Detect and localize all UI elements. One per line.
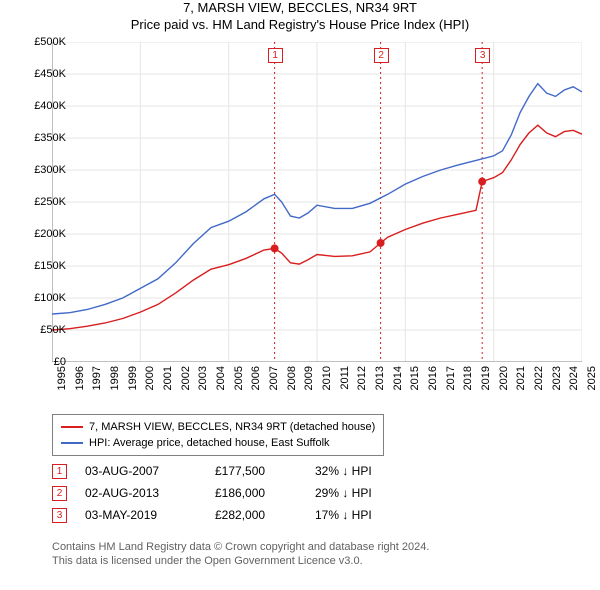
x-tick-label: 2010 bbox=[321, 366, 333, 390]
y-tick-label: £500K bbox=[16, 36, 66, 48]
x-tick-label: 2009 bbox=[303, 366, 315, 390]
x-tick-label: 2013 bbox=[374, 366, 386, 390]
y-tick-label: £300K bbox=[16, 164, 66, 176]
y-tick-label: £400K bbox=[16, 100, 66, 112]
sale-date: 03-AUG-2007 bbox=[85, 464, 215, 478]
x-tick-label: 2002 bbox=[180, 366, 192, 390]
sale-flag: 1 bbox=[268, 48, 283, 63]
legend-label: 7, MARSH VIEW, BECCLES, NR34 9RT (detach… bbox=[89, 419, 375, 435]
y-tick-label: £150K bbox=[16, 260, 66, 272]
legend-swatch bbox=[61, 426, 83, 428]
x-tick-label: 2022 bbox=[533, 366, 545, 390]
x-tick-label: 1999 bbox=[127, 366, 139, 390]
y-tick-label: £450K bbox=[16, 68, 66, 80]
x-tick-label: 2011 bbox=[339, 366, 351, 390]
sale-pct: 17% ↓ HPI bbox=[315, 508, 425, 522]
x-tick-label: 2021 bbox=[515, 366, 527, 390]
sale-flag-small: 2 bbox=[52, 486, 67, 501]
x-tick-label: 2020 bbox=[498, 366, 510, 390]
chart-svg bbox=[52, 42, 582, 362]
legend-label: HPI: Average price, detached house, East… bbox=[89, 435, 330, 451]
x-tick-label: 1998 bbox=[109, 366, 121, 390]
x-tick-label: 2006 bbox=[250, 366, 262, 390]
x-tick-label: 2014 bbox=[392, 366, 404, 390]
x-tick-label: 2018 bbox=[462, 366, 474, 390]
x-tick-label: 2023 bbox=[551, 366, 563, 390]
x-tick-label: 2017 bbox=[445, 366, 457, 390]
chart-area bbox=[52, 42, 582, 362]
y-tick-label: £100K bbox=[16, 292, 66, 304]
sale-flag: 3 bbox=[475, 48, 490, 63]
sale-flag-small: 3 bbox=[52, 508, 67, 523]
x-tick-label: 2012 bbox=[356, 366, 368, 390]
sale-row: 3 03-MAY-2019£282,00017% ↓ HPI bbox=[52, 504, 425, 526]
y-tick-label: £350K bbox=[16, 132, 66, 144]
y-tick-label: £200K bbox=[16, 228, 66, 240]
sale-price: £177,500 bbox=[215, 464, 315, 478]
x-tick-label: 2003 bbox=[197, 366, 209, 390]
x-tick-label: 1995 bbox=[56, 366, 68, 390]
x-tick-label: 2005 bbox=[233, 366, 245, 390]
sale-price: £186,000 bbox=[215, 486, 315, 500]
sale-row: 2 02-AUG-2013£186,00029% ↓ HPI bbox=[52, 482, 425, 504]
attribution-line1: Contains HM Land Registry data © Crown c… bbox=[52, 540, 429, 554]
sale-flag-small: 1 bbox=[52, 464, 67, 479]
x-tick-label: 2024 bbox=[568, 366, 580, 390]
x-tick-label: 1996 bbox=[74, 366, 86, 390]
sales-table: 1 03-AUG-2007£177,50032% ↓ HPI 2 02-AUG-201… bbox=[52, 460, 425, 526]
legend-item: HPI: Average price, detached house, East… bbox=[61, 435, 375, 451]
legend: 7, MARSH VIEW, BECCLES, NR34 9RT (detach… bbox=[52, 414, 384, 456]
sale-pct: 32% ↓ HPI bbox=[315, 464, 425, 478]
x-tick-label: 2025 bbox=[586, 366, 598, 390]
sale-pct: 29% ↓ HPI bbox=[315, 486, 425, 500]
sale-row: 1 03-AUG-2007£177,50032% ↓ HPI bbox=[52, 460, 425, 482]
sale-date: 02-AUG-2013 bbox=[85, 486, 215, 500]
x-tick-label: 2004 bbox=[215, 366, 227, 390]
x-tick-label: 2008 bbox=[286, 366, 298, 390]
legend-item: 7, MARSH VIEW, BECCLES, NR34 9RT (detach… bbox=[61, 419, 375, 435]
x-tick-label: 2001 bbox=[162, 366, 174, 390]
x-tick-label: 2007 bbox=[268, 366, 280, 390]
x-tick-label: 2000 bbox=[144, 366, 156, 390]
page-subtitle: Price paid vs. HM Land Registry's House … bbox=[0, 17, 600, 32]
sale-flag: 2 bbox=[374, 48, 389, 63]
sale-date: 03-MAY-2019 bbox=[85, 508, 215, 522]
x-tick-label: 2019 bbox=[480, 366, 492, 390]
attribution-line2: This data is licensed under the Open Gov… bbox=[52, 554, 429, 568]
y-tick-label: £250K bbox=[16, 196, 66, 208]
x-tick-label: 2015 bbox=[409, 366, 421, 390]
sale-price: £282,000 bbox=[215, 508, 315, 522]
x-tick-label: 2016 bbox=[427, 366, 439, 390]
attribution: Contains HM Land Registry data © Crown c… bbox=[52, 540, 429, 568]
y-tick-label: £50K bbox=[16, 324, 66, 336]
page-title: 7, MARSH VIEW, BECCLES, NR34 9RT bbox=[0, 0, 600, 15]
legend-swatch bbox=[61, 442, 83, 444]
x-tick-label: 1997 bbox=[91, 366, 103, 390]
